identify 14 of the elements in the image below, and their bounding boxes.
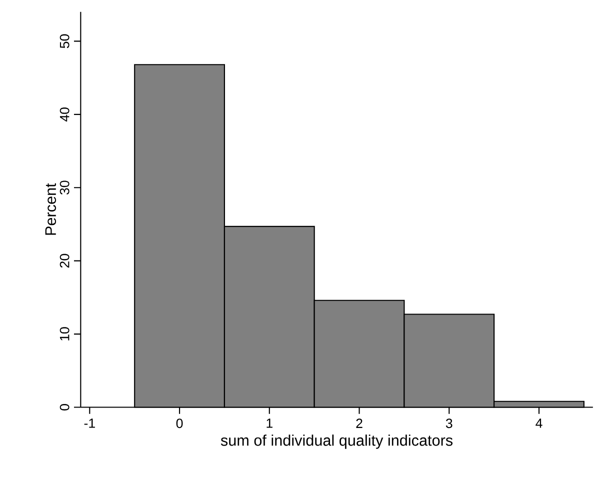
x-axis-title: sum of individual quality indicators <box>220 434 453 449</box>
y-tick-label: 50 <box>60 34 70 48</box>
y-axis-title: Percent <box>45 183 56 235</box>
x-tick-label: 0 <box>176 418 183 428</box>
y-tick-label: 40 <box>60 108 70 122</box>
x-tick-label: 3 <box>446 418 452 428</box>
y-tick-label: 10 <box>60 327 70 340</box>
y-tick-label: 0 <box>60 404 70 410</box>
x-tick-label: -1 <box>84 418 95 428</box>
y-tick-label: 20 <box>60 254 70 268</box>
x-tick-label: 1 <box>266 418 272 428</box>
x-tick-label: 4 <box>536 418 542 428</box>
x-tick-label: 2 <box>356 418 362 428</box>
y-tick-label: 30 <box>60 180 70 195</box>
